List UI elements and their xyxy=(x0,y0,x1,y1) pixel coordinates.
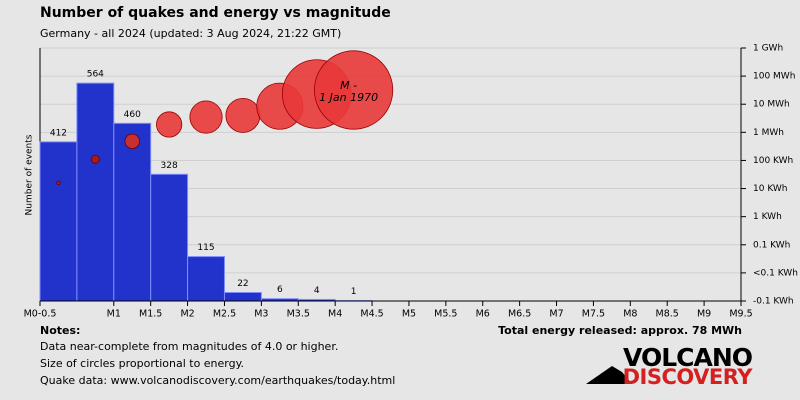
x-tick-label: M7 xyxy=(549,309,563,320)
bar xyxy=(150,173,189,302)
annotation: 1 Jan 1970 xyxy=(319,91,378,104)
energy-circle xyxy=(314,50,394,130)
logo-mountain xyxy=(586,366,632,384)
x-tick-label: M2 xyxy=(180,309,194,320)
x-tick-label: M5.5 xyxy=(434,309,457,320)
y2-tick-label: 1 MWh xyxy=(753,128,784,138)
chart-title: Number of quakes and energy vs magnitude xyxy=(40,5,391,21)
x-tick-label: M9.5 xyxy=(729,309,752,320)
energy-circle xyxy=(225,97,261,133)
bar xyxy=(39,141,78,302)
x-tick-label: M4 xyxy=(328,309,342,320)
y2-tick-label: 1 GWh xyxy=(753,44,783,54)
x-tick-label: M8.5 xyxy=(656,309,679,320)
total-energy: Total energy released: approx. 78 MWh xyxy=(498,324,742,337)
value-label: 460 xyxy=(124,110,141,120)
logo-text: VOLCANO xyxy=(623,343,752,372)
x-tick-label: M6.5 xyxy=(508,309,531,320)
y2-tick-label: 100 KWh xyxy=(753,156,793,166)
value-label: 564 xyxy=(87,70,104,80)
x-tick-label: M9 xyxy=(697,309,711,320)
x-tick-label: M1.5 xyxy=(139,309,162,320)
value-label: 4 xyxy=(314,286,320,296)
note: Quake data: www.volcanodiscovery.com/ear… xyxy=(40,374,395,387)
x-tick-label: M5 xyxy=(402,309,416,320)
y2-tick-label: -0.1 KWh xyxy=(753,297,794,307)
y2-tick-label: 100 MWh xyxy=(753,72,795,82)
x-tick-label: M1 xyxy=(107,309,121,320)
value-label: 412 xyxy=(50,128,67,138)
note: Data near-complete from magnitudes of 4.… xyxy=(40,340,338,353)
energy-circle xyxy=(90,154,100,164)
bar xyxy=(187,256,225,302)
chart-subtitle: Germany - all 2024 (updated: 3 Aug 2024,… xyxy=(40,27,341,40)
x-tick-label: M0-0.5 xyxy=(24,309,57,320)
note: Size of circles proportional to energy. xyxy=(40,357,244,370)
value-label: 328 xyxy=(161,161,178,171)
value-label: 22 xyxy=(237,279,248,289)
x-tick-label: M7.5 xyxy=(582,309,605,320)
y2-tick-label: 0.1 KWh xyxy=(753,240,790,250)
y2-tick-label: 10 MWh xyxy=(753,100,790,110)
y2-tick-label: 10 KWh xyxy=(753,184,788,194)
value-label: 6 xyxy=(277,285,283,295)
bar xyxy=(76,82,115,302)
x-tick-label: M2.5 xyxy=(213,309,236,320)
energy-circle xyxy=(124,133,140,149)
x-tick-label: M4.5 xyxy=(360,309,383,320)
x-tick-label: M8 xyxy=(623,309,637,320)
value-label: 1 xyxy=(351,287,357,297)
x-tick-label: M3.5 xyxy=(287,309,310,320)
value-label: 115 xyxy=(197,243,214,253)
bar xyxy=(113,122,152,302)
energy-circle xyxy=(56,180,61,186)
x-tick-label: M6 xyxy=(476,309,490,320)
bar xyxy=(223,292,262,302)
energy-circle xyxy=(189,100,223,134)
annotation: M - xyxy=(340,79,357,92)
logo-text: DISCOVERY xyxy=(623,365,754,389)
notes-title: Notes: xyxy=(40,324,80,337)
x-tick-label: M3 xyxy=(254,309,268,320)
energy-circle xyxy=(156,111,183,138)
y-axis-label: Number of events xyxy=(25,134,35,215)
y2-tick-label: <0.1 KWh xyxy=(753,268,798,278)
y2-tick-label: 1 KWh xyxy=(753,212,782,222)
